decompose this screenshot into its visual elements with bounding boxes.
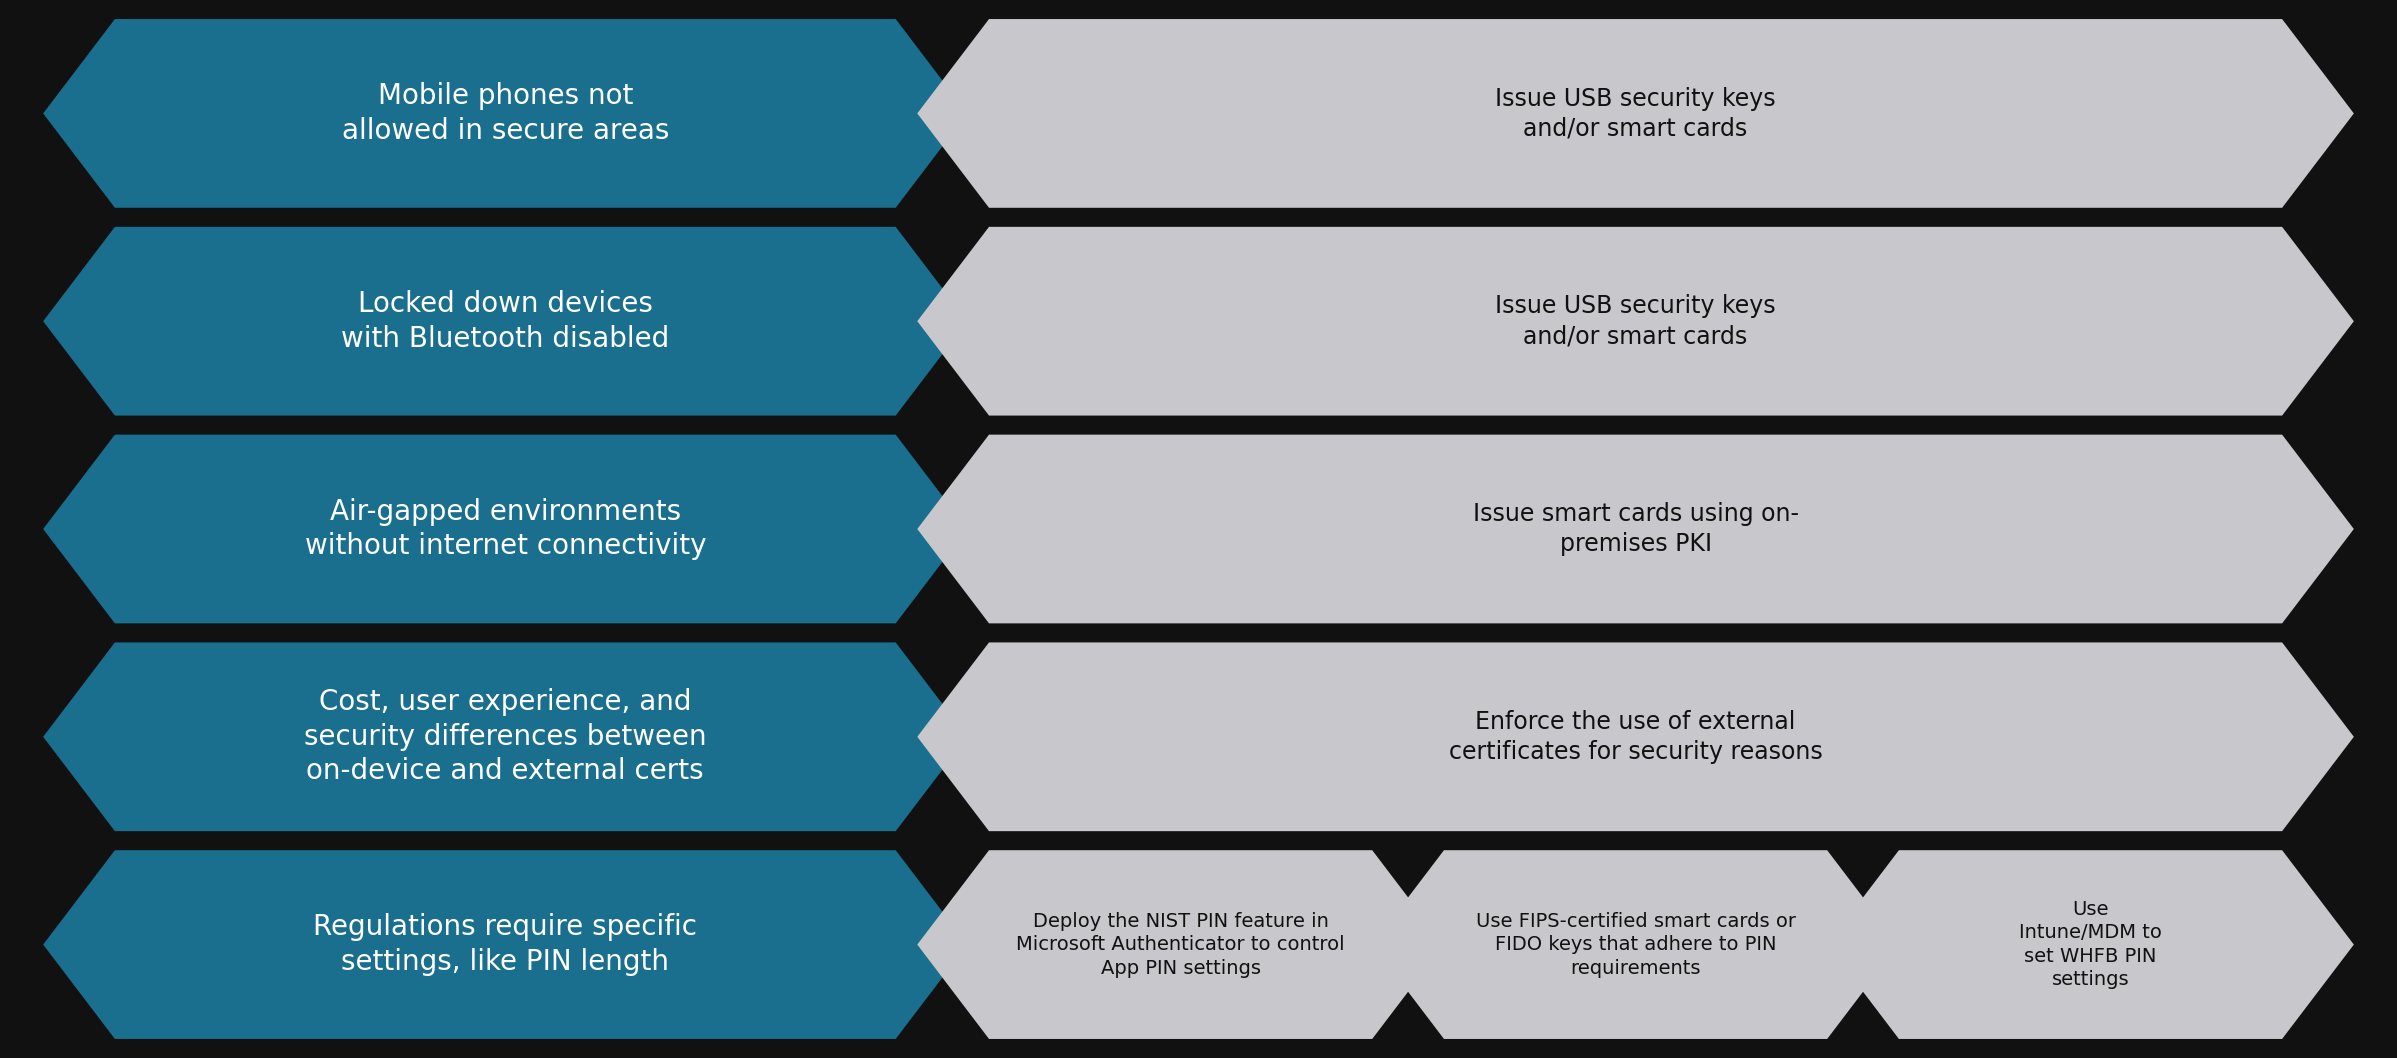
Polygon shape: [918, 19, 2354, 207]
Text: Deploy the NIST PIN feature in
Microsoft Authenticator to control
App PIN settin: Deploy the NIST PIN feature in Microsoft…: [1016, 912, 1345, 978]
Text: Enforce the use of external
certificates for security reasons: Enforce the use of external certificates…: [1448, 710, 1822, 764]
Text: Regulations require specific
settings, like PIN length: Regulations require specific settings, l…: [314, 913, 698, 975]
Text: Use FIPS-certified smart cards or
FIDO keys that adhere to PIN
requirements: Use FIPS-certified smart cards or FIDO k…: [1477, 912, 1795, 978]
Text: Locked down devices
with Bluetooth disabled: Locked down devices with Bluetooth disab…: [340, 290, 669, 352]
Text: Issue smart cards using on-
premises PKI: Issue smart cards using on- premises PKI: [1472, 503, 1798, 555]
Text: Air-gapped environments
without internet connectivity: Air-gapped environments without internet…: [304, 497, 707, 561]
Polygon shape: [918, 851, 1443, 1039]
Polygon shape: [43, 851, 968, 1039]
Text: Issue USB security keys
and/or smart cards: Issue USB security keys and/or smart car…: [1496, 294, 1776, 348]
Polygon shape: [918, 642, 2354, 832]
Text: Mobile phones not
allowed in secure areas: Mobile phones not allowed in secure area…: [343, 83, 669, 145]
Polygon shape: [43, 435, 968, 623]
Polygon shape: [1827, 851, 2354, 1039]
Text: Cost, user experience, and
security differences between
on-device and external c: Cost, user experience, and security diff…: [304, 688, 707, 785]
Polygon shape: [918, 435, 2354, 623]
Text: Issue USB security keys
and/or smart cards: Issue USB security keys and/or smart car…: [1496, 87, 1776, 141]
Polygon shape: [43, 226, 968, 416]
Polygon shape: [43, 19, 968, 207]
Polygon shape: [1371, 851, 1898, 1039]
Polygon shape: [918, 226, 2354, 416]
Text: Use
Intune/MDM to
set WHFB PIN
settings: Use Intune/MDM to set WHFB PIN settings: [2018, 900, 2162, 989]
Polygon shape: [43, 642, 968, 832]
